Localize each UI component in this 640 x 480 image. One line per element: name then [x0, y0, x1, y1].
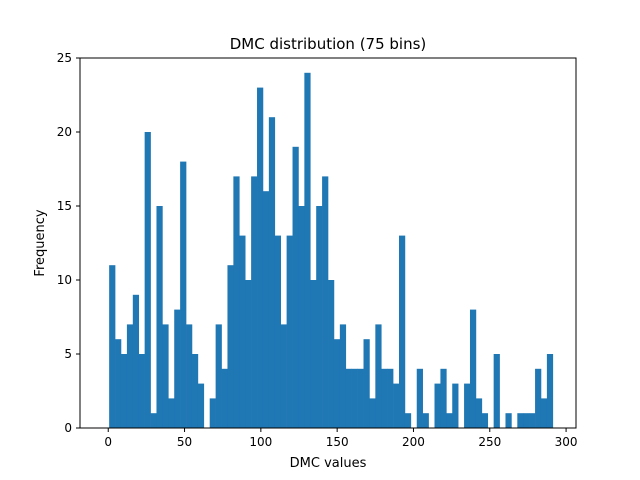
histogram-bar [292, 146, 299, 429]
y-tick-label: 20 [57, 125, 72, 139]
y-tick-label: 5 [64, 347, 72, 361]
histogram-bar [475, 398, 483, 428]
histogram-bar [174, 309, 181, 428]
histogram-bar [262, 191, 270, 428]
x-tick-label: 50 [177, 435, 192, 449]
histogram-bar [328, 280, 335, 428]
histogram-bar [197, 383, 205, 428]
y-tick-label: 10 [57, 273, 72, 287]
histogram-bar [469, 309, 477, 428]
histogram-bar [440, 368, 447, 428]
histogram-bar [399, 235, 406, 428]
x-tick-label: 100 [249, 435, 272, 449]
x-tick-label: 300 [555, 435, 578, 449]
histogram-bar [357, 368, 364, 428]
y-axis-ticks: 0 5 10 15 20 25 [57, 51, 80, 435]
histogram-bar [286, 235, 293, 428]
histogram-bar [209, 398, 216, 428]
histogram-bar [381, 368, 388, 428]
x-axis-ticks: 0 50 100 150 200 250 300 [104, 428, 578, 449]
histogram-bar [546, 354, 554, 428]
histogram-bar [434, 383, 441, 428]
histogram-bar [191, 354, 199, 428]
histogram-bar [452, 383, 459, 428]
histogram-bar [375, 324, 382, 428]
x-tick-label: 200 [402, 435, 425, 449]
histogram-bar [144, 132, 151, 428]
histogram-bar [227, 265, 234, 428]
y-axis-label: Frequency [33, 209, 48, 276]
histogram-bar [132, 294, 140, 428]
histogram-bar [339, 324, 347, 428]
x-tick-label: 0 [104, 435, 112, 449]
histogram-bar [387, 368, 394, 428]
histogram-bar [274, 235, 281, 428]
histogram-bar [363, 339, 370, 428]
x-tick-label: 250 [478, 435, 501, 449]
histogram-bar [156, 206, 163, 428]
chart-title: DMC distribution (75 bins) [230, 35, 427, 53]
histogram-bar [298, 206, 305, 428]
y-tick-label: 0 [64, 421, 72, 435]
histogram-bar [310, 280, 317, 428]
histogram-bar [245, 280, 252, 428]
histogram-bar [221, 368, 228, 428]
y-tick-label: 25 [57, 51, 72, 65]
histogram-bar [115, 339, 122, 428]
histogram-bar [416, 368, 423, 428]
x-axis-label: DMC values [290, 456, 367, 471]
histogram-bar [481, 413, 489, 428]
histogram-bar [464, 383, 471, 428]
histogram-bar [233, 176, 240, 428]
histogram-bar [180, 161, 187, 428]
histogram-bar [150, 413, 157, 428]
histogram-bar [446, 413, 453, 428]
histogram-bar [304, 72, 311, 429]
histogram-bar [333, 339, 341, 428]
histogram-bar [257, 87, 264, 428]
histogram-bar [422, 413, 429, 428]
histogram-bar [351, 368, 358, 428]
histogram-bar [517, 413, 524, 428]
histogram-bar [215, 324, 222, 428]
histogram-bar [345, 368, 352, 428]
histogram-bar [268, 117, 276, 428]
histogram-bar [535, 368, 542, 428]
histogram-bar [168, 398, 175, 428]
histogram-bar [186, 324, 193, 428]
histogram-bar [404, 413, 412, 428]
histogram-bar [523, 413, 530, 428]
histogram-bar [251, 176, 258, 428]
histogram-bar [126, 324, 134, 428]
histogram-bar [138, 354, 145, 428]
histogram-bar [369, 398, 376, 428]
histogram-bar [239, 235, 246, 428]
y-tick-label: 15 [57, 199, 72, 213]
histogram-bar [540, 398, 548, 428]
histogram-bar [162, 324, 169, 428]
plot-area-frame [79, 57, 577, 429]
histogram-bar [505, 413, 512, 428]
histogram-bar [322, 176, 329, 428]
histogram-bar [493, 354, 500, 428]
histogram-bar [109, 265, 116, 428]
bars-group [109, 72, 554, 429]
x-tick-label: 150 [326, 435, 349, 449]
histogram-bar [529, 413, 536, 428]
histogram-bar [316, 206, 323, 428]
histogram-bar [120, 354, 128, 428]
histogram-bar [393, 383, 400, 428]
histogram-bar [280, 324, 287, 428]
